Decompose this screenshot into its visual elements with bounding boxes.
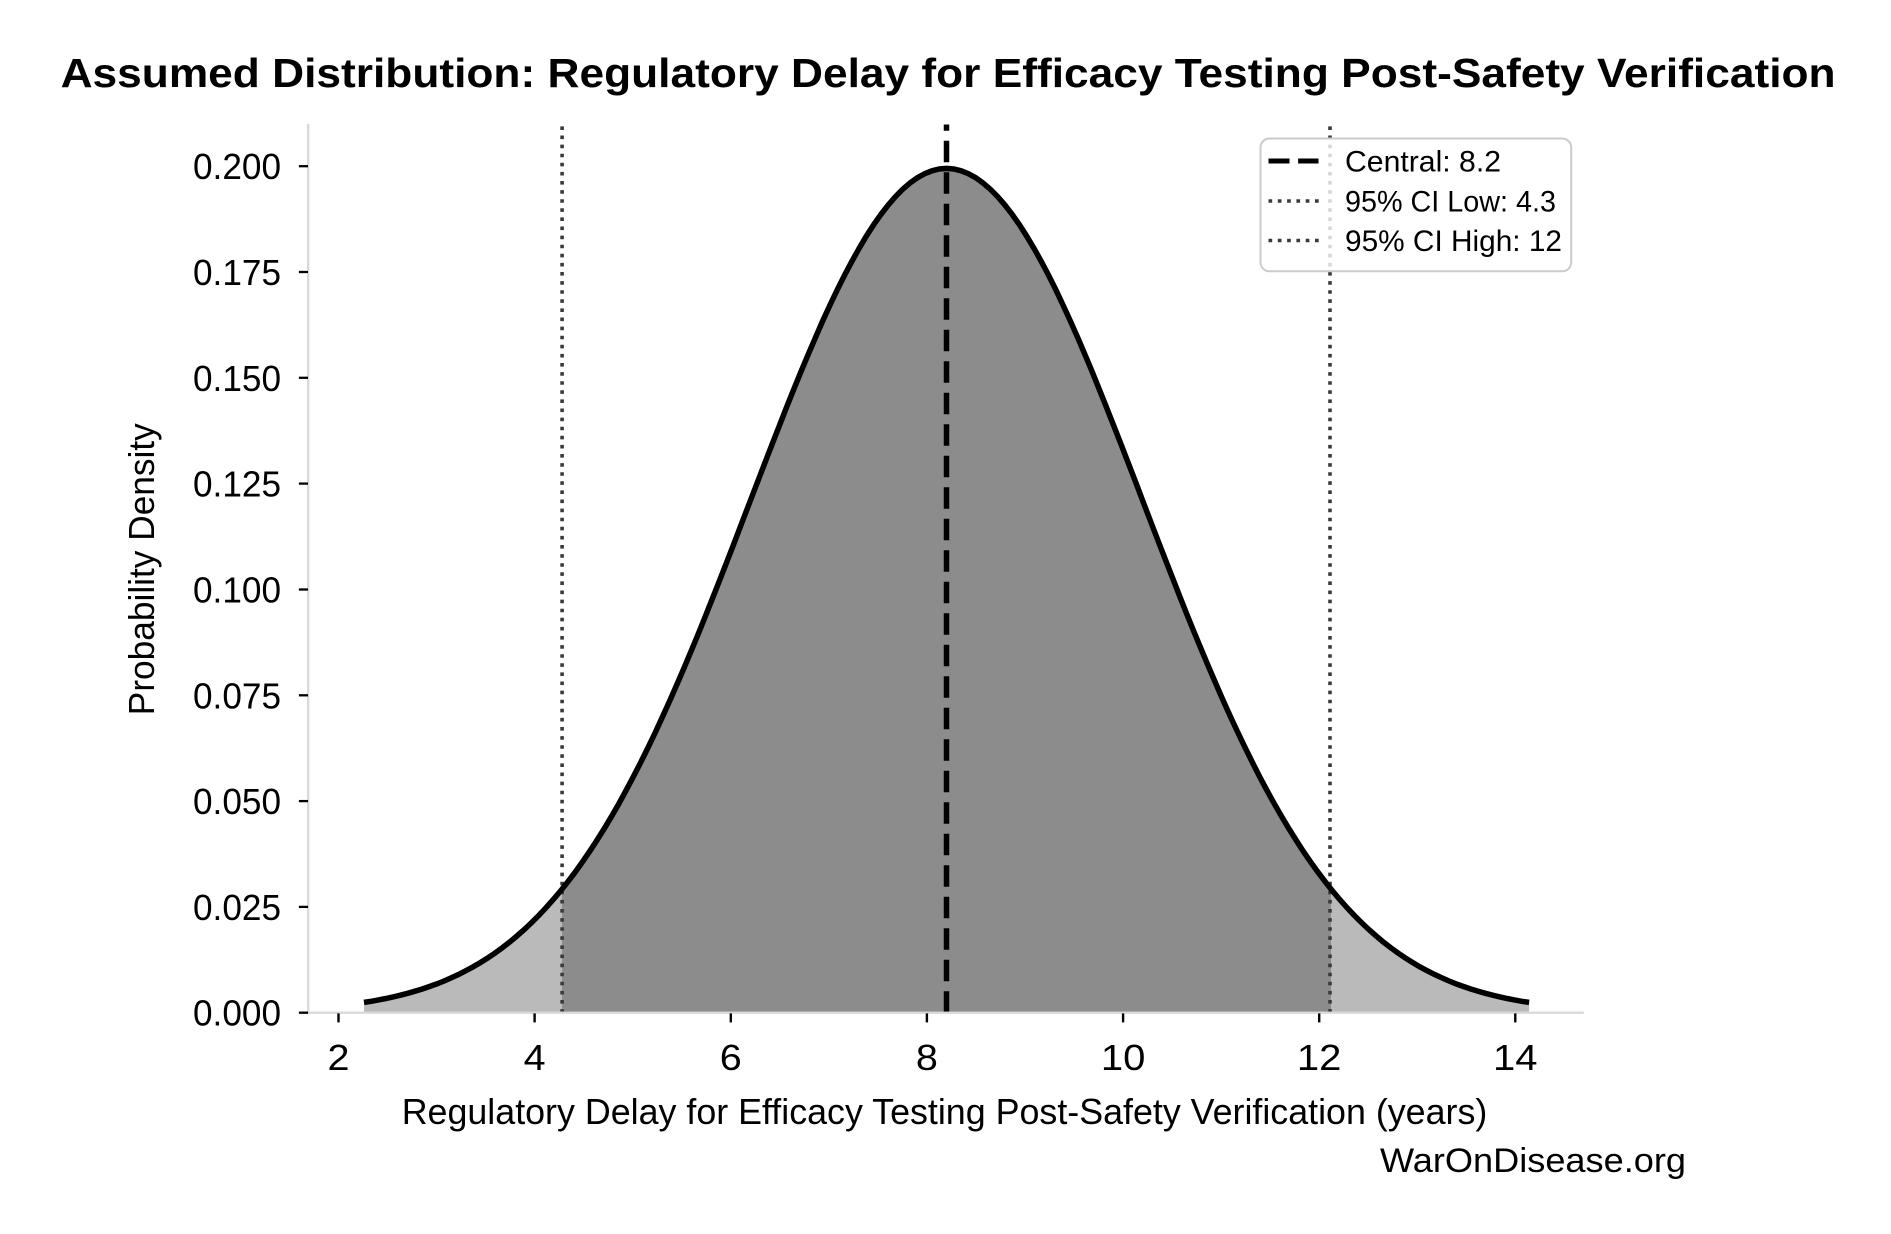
svg-text:Probability Density: Probability Density	[121, 423, 162, 715]
svg-text:Central: 8.2: Central: 8.2	[1345, 146, 1501, 179]
svg-text:4: 4	[524, 1037, 546, 1078]
svg-text:0.100: 0.100	[193, 570, 281, 611]
svg-text:12: 12	[1297, 1037, 1342, 1078]
svg-text:0.025: 0.025	[193, 887, 281, 928]
svg-text:14: 14	[1493, 1037, 1538, 1078]
svg-text:95% CI Low: 4.3: 95% CI Low: 4.3	[1345, 186, 1556, 219]
svg-text:0.125: 0.125	[193, 464, 281, 505]
svg-text:0.150: 0.150	[193, 358, 281, 399]
svg-text:Regulatory Delay for Efficacy: Regulatory Delay for Efficacy Testing Po…	[402, 1091, 1488, 1132]
svg-text:0.175: 0.175	[193, 252, 281, 293]
svg-text:0.200: 0.200	[193, 146, 281, 187]
svg-text:10: 10	[1101, 1037, 1146, 1078]
svg-text:0.000: 0.000	[193, 993, 281, 1034]
svg-text:95% CI High: 12: 95% CI High: 12	[1345, 225, 1562, 258]
svg-text:8: 8	[916, 1037, 938, 1078]
svg-text:2: 2	[328, 1037, 350, 1078]
svg-text:WarOnDisease.org: WarOnDisease.org	[1380, 1142, 1686, 1180]
svg-text:0.075: 0.075	[193, 675, 281, 716]
svg-text:0.050: 0.050	[193, 781, 281, 822]
svg-text:6: 6	[720, 1037, 742, 1078]
svg-text:Assumed Distribution: Regulato: Assumed Distribution: Regulatory Delay f…	[61, 50, 1836, 96]
